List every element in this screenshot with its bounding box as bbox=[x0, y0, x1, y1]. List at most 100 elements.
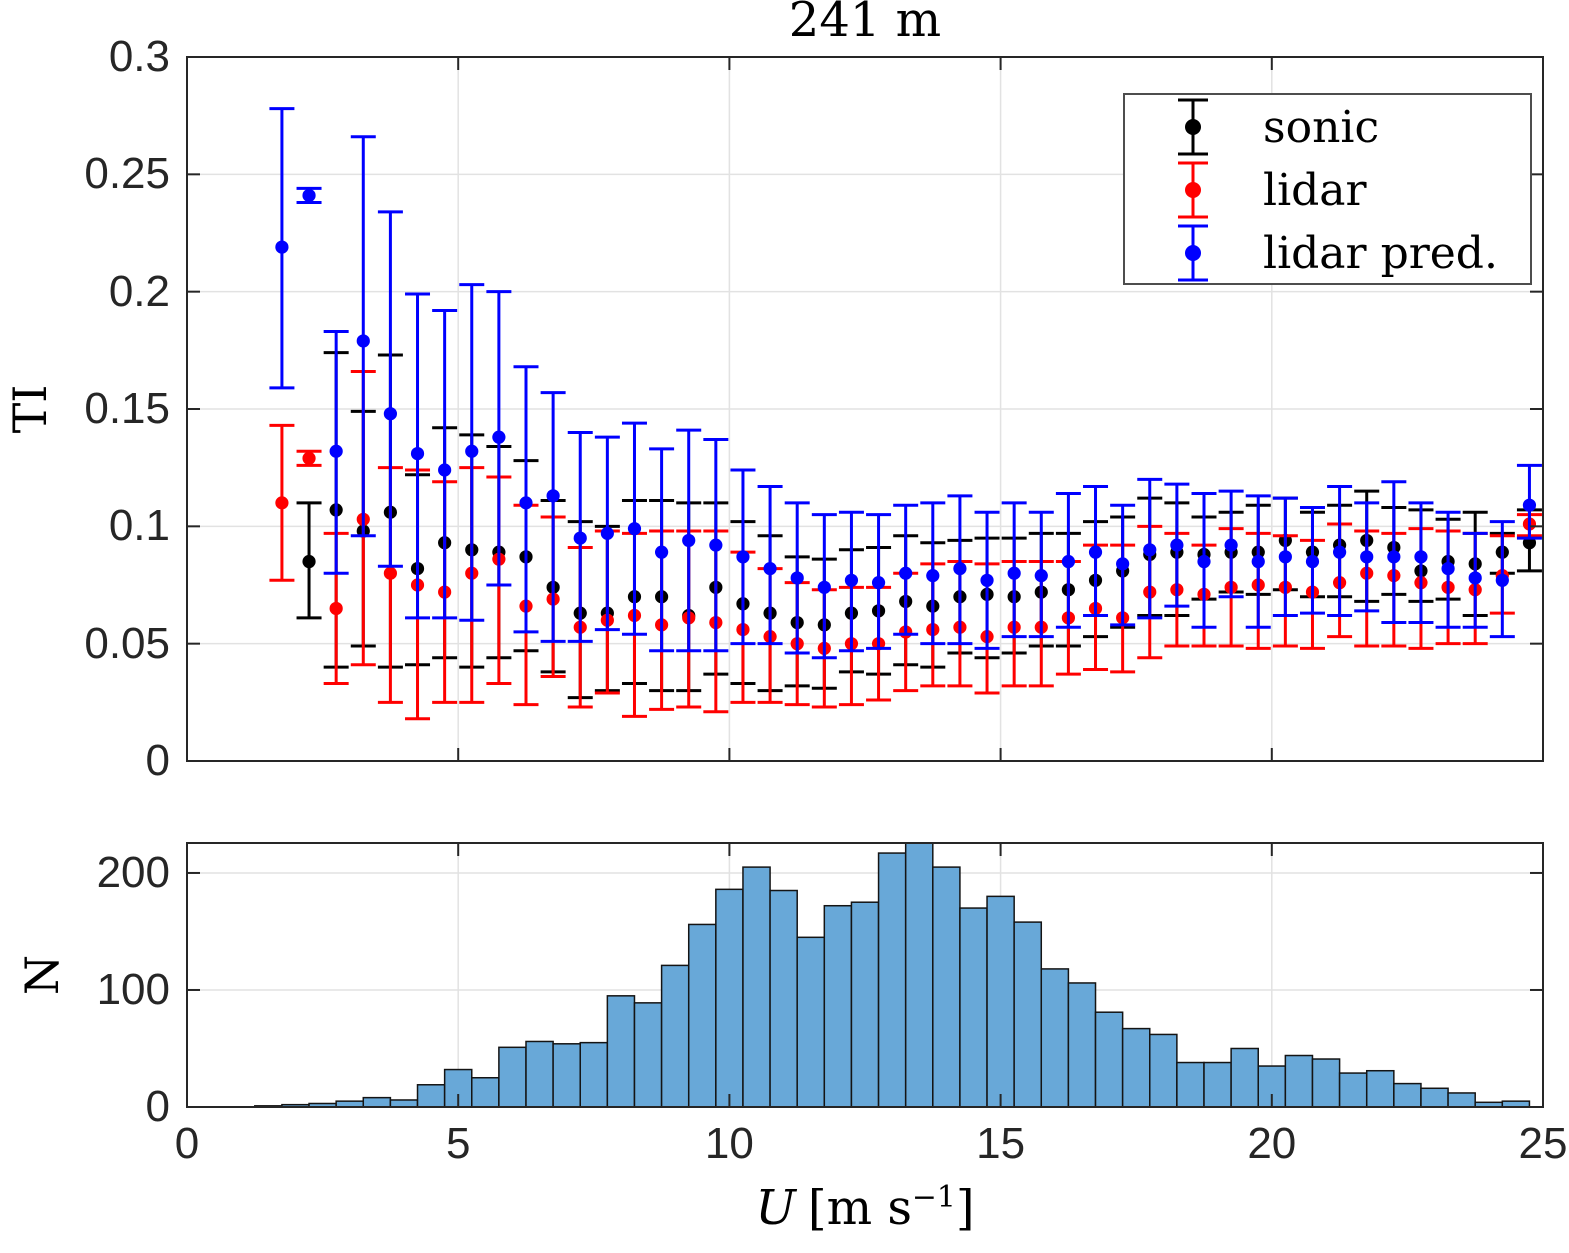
histogram-bar bbox=[1284, 1054, 1314, 1108]
histogram-bar bbox=[1393, 1082, 1422, 1108]
u-axis-label-variable: U bbox=[755, 1180, 796, 1236]
n-tick-label: 0 bbox=[145, 1082, 170, 1131]
data-point bbox=[438, 463, 452, 477]
data-point bbox=[356, 334, 370, 348]
data-point bbox=[492, 430, 506, 444]
u-tick-label: 25 bbox=[1518, 1119, 1568, 1168]
histogram-plot bbox=[186, 842, 1544, 1108]
data-point bbox=[980, 573, 994, 587]
data-point bbox=[926, 569, 940, 583]
histogram-bar bbox=[1176, 1061, 1205, 1108]
histogram-bar bbox=[1013, 921, 1043, 1108]
legend-label: lidar pred. bbox=[1263, 227, 1498, 279]
u-tick-label: 20 bbox=[1247, 1119, 1297, 1168]
data-point bbox=[1387, 550, 1401, 564]
n-tick-label: 100 bbox=[96, 964, 170, 1014]
data-point bbox=[1305, 554, 1320, 569]
histogram-bar bbox=[1447, 1092, 1476, 1108]
data-point bbox=[736, 550, 750, 564]
histogram-bar bbox=[389, 1099, 419, 1108]
histogram-bar bbox=[1420, 1087, 1449, 1108]
data-point bbox=[1414, 550, 1428, 564]
data-point bbox=[383, 407, 397, 421]
data-point bbox=[302, 451, 316, 465]
histogram-bar bbox=[362, 1096, 392, 1108]
histogram-bar bbox=[715, 888, 744, 1108]
histogram-bar bbox=[1067, 982, 1097, 1108]
histogram-bar bbox=[660, 964, 690, 1108]
legend-marker-dot bbox=[1185, 182, 1201, 198]
legend-marker-dot bbox=[1185, 245, 1201, 261]
histogram-bar bbox=[579, 1041, 609, 1108]
legend-entry-sonic: sonic bbox=[1125, 95, 1530, 159]
histogram-bar bbox=[687, 923, 717, 1108]
data-point bbox=[817, 580, 831, 594]
legend-label: sonic bbox=[1263, 101, 1380, 153]
data-point bbox=[573, 531, 587, 545]
u-tick-label: 15 bbox=[976, 1119, 1026, 1168]
histogram-bar bbox=[932, 866, 961, 1108]
data-point bbox=[709, 538, 723, 552]
u-axis-label-exponent: −1 bbox=[912, 1180, 956, 1215]
data-point bbox=[1522, 498, 1537, 512]
data-point bbox=[1251, 554, 1265, 569]
axes-box bbox=[186, 842, 1544, 1108]
data-point bbox=[1468, 571, 1482, 585]
n-tick-label: 200 bbox=[96, 847, 170, 897]
grid bbox=[187, 57, 1543, 761]
data-point bbox=[1197, 554, 1211, 569]
data-point bbox=[329, 601, 343, 616]
data-point bbox=[329, 444, 343, 458]
histogram-bar bbox=[1230, 1047, 1259, 1108]
histogram-bar bbox=[1365, 1069, 1395, 1108]
data-point bbox=[627, 522, 642, 536]
data-point bbox=[871, 576, 886, 590]
u-tick-label: 10 bbox=[704, 1119, 754, 1168]
axes-frame bbox=[186, 842, 1544, 1108]
histogram-bar bbox=[823, 904, 853, 1108]
histogram-bar bbox=[959, 907, 988, 1108]
data-point bbox=[1360, 550, 1374, 564]
ti-axis-label: TI bbox=[3, 384, 57, 434]
histogram-bar bbox=[416, 1084, 446, 1108]
ti-tick-label: 0.25 bbox=[84, 149, 170, 199]
data-point bbox=[1116, 557, 1130, 571]
errorbar-marker-icon bbox=[1178, 161, 1208, 219]
data-point bbox=[844, 573, 859, 587]
data-point bbox=[275, 496, 289, 510]
data-point bbox=[790, 571, 804, 585]
histogram-bar bbox=[850, 901, 880, 1108]
series-lidar-pred- bbox=[269, 107, 1542, 660]
chart-title: 241 m bbox=[788, 0, 942, 48]
data-point bbox=[1170, 538, 1184, 552]
u-tick-label: 0 bbox=[174, 1119, 200, 1168]
data-point bbox=[1007, 566, 1021, 580]
data-point bbox=[465, 444, 479, 458]
u-axis-label: U [m s−1] bbox=[187, 1180, 1543, 1236]
histogram-bar bbox=[769, 889, 798, 1108]
histogram-bar bbox=[1149, 1033, 1178, 1108]
data-point bbox=[275, 240, 289, 254]
histogram-bar bbox=[498, 1046, 527, 1108]
histogram-bar bbox=[525, 1040, 554, 1108]
data-point bbox=[519, 496, 533, 510]
legend-entry-lidar-pred: lidar pred. bbox=[1125, 221, 1530, 285]
data-point bbox=[546, 489, 560, 503]
data-point bbox=[1333, 545, 1347, 559]
histogram-bar bbox=[633, 1002, 663, 1108]
histogram-bar bbox=[986, 895, 1015, 1108]
histogram-bar bbox=[877, 852, 907, 1108]
histogram-bar bbox=[1040, 968, 1070, 1108]
data-point bbox=[1224, 538, 1238, 552]
ti-tick-label: 0.1 bbox=[108, 501, 170, 551]
histogram-bar bbox=[1311, 1058, 1341, 1108]
legend-entry-lidar: lidar bbox=[1125, 158, 1530, 222]
histogram-bar bbox=[796, 936, 826, 1108]
histogram-bar bbox=[606, 995, 636, 1108]
histogram-bar bbox=[1121, 1027, 1151, 1108]
errorbar-marker-icon bbox=[1178, 98, 1208, 156]
u-tick-label: 5 bbox=[445, 1119, 471, 1168]
u-axis-label-unit-close: ] bbox=[955, 1180, 975, 1236]
